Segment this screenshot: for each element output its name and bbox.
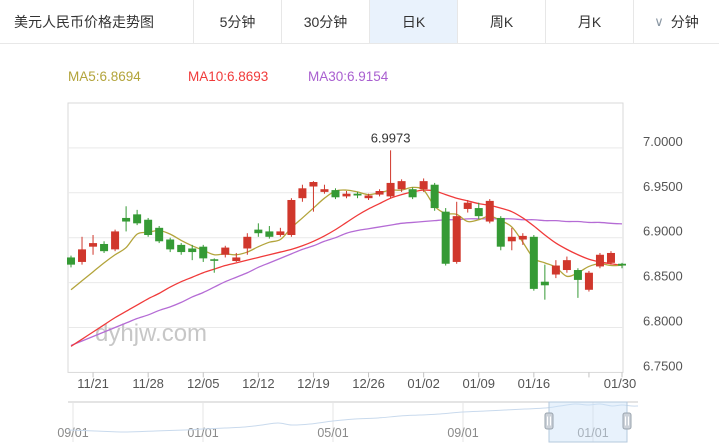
candle (529, 236, 538, 289)
x-axis-label: 12/12 (242, 376, 275, 391)
candle (67, 257, 75, 265)
candle (441, 211, 450, 264)
candle (518, 235, 527, 240)
candle (166, 239, 175, 250)
x-axis-label: 01/09 (462, 376, 495, 391)
candle (463, 202, 472, 209)
candle (551, 265, 560, 275)
navigator-label: 09/01 (447, 426, 478, 440)
x-axis-label: 11/21 (77, 376, 109, 391)
x-axis-label: 12/05 (187, 376, 220, 391)
candle (331, 190, 340, 198)
navigator-sparkline (67, 403, 639, 433)
candle (298, 188, 307, 199)
candle (133, 214, 142, 224)
candle (144, 219, 153, 236)
candle (100, 243, 109, 252)
tab-monthly-k[interactable]: 月K (545, 0, 633, 43)
ma5-label: MA5:6.8694 (68, 69, 141, 84)
navigator-selection[interactable] (548, 401, 628, 443)
candle (386, 182, 395, 197)
chevron-down-icon: ∨ (654, 14, 664, 29)
x-axis-label: 01/02 (407, 376, 440, 391)
candle (276, 231, 285, 236)
page-title: 美元人民币价格走势图 (14, 13, 154, 30)
candle (606, 252, 615, 263)
candle (254, 229, 263, 234)
x-axis-label: 11/28 (132, 376, 164, 391)
candle (408, 189, 417, 198)
x-axis-label: 01/30 (604, 376, 637, 391)
candle (474, 208, 483, 217)
ma30-label: MA30:6.9154 (308, 69, 389, 84)
navigator-label: 01/01 (577, 426, 608, 440)
candle (188, 248, 197, 253)
x-axis-label: 12/19 (297, 376, 330, 391)
candle (540, 281, 549, 286)
candle (430, 184, 439, 209)
candle (287, 199, 296, 236)
ma-legend: MA5:6.8694 MA10:6.8693 MA30:6.9154 (0, 69, 719, 85)
tab-30min[interactable]: 30分钟 (281, 0, 369, 43)
minute-dropdown[interactable]: ∨ 分钟 (633, 0, 719, 43)
candle (573, 270, 582, 280)
y-axis-label: 6.8500 (643, 269, 683, 284)
candle (320, 189, 329, 192)
x-axis-label: 01/16 (518, 376, 551, 391)
candle (595, 254, 604, 267)
minute-dropdown-label: 分钟 (670, 13, 699, 30)
ma10-label: MA10:6.8693 (188, 69, 269, 84)
ma5-line (70, 186, 623, 291)
candle (232, 257, 241, 262)
candle (199, 246, 208, 259)
candle (243, 236, 252, 249)
candle (507, 236, 516, 242)
candle (122, 217, 131, 222)
candle (353, 193, 362, 196)
navigator-handle-left[interactable] (544, 412, 554, 430)
y-axis-label: 7.0000 (643, 134, 683, 149)
y-axis-label: 6.9500 (643, 179, 683, 194)
tab-daily-k[interactable]: 日K (369, 0, 457, 43)
candle (485, 200, 494, 222)
high-annotation: 6.9973 (371, 130, 411, 145)
ma10-line (70, 189, 623, 347)
toolbar: 美元人民币价格走势图 5分钟 30分钟 日K 周K 月K ∨ 分钟 (0, 0, 719, 44)
candle (397, 181, 406, 190)
candle (364, 195, 373, 199)
candle (584, 272, 593, 290)
candle (452, 216, 461, 262)
y-axis-label: 6.9000 (643, 224, 683, 239)
candle (89, 243, 98, 247)
watermark: dyhjw.com (95, 320, 207, 347)
candle (562, 260, 571, 271)
navigator-label: 05/01 (317, 426, 348, 440)
x-axis-label: 12/26 (352, 376, 385, 391)
navigator-label: 09/01 (57, 426, 88, 440)
candle (177, 244, 186, 253)
candle (342, 193, 351, 197)
candle (210, 259, 219, 261)
y-axis-label: 6.7500 (643, 358, 683, 373)
tab-weekly-k[interactable]: 周K (457, 0, 545, 43)
candle (618, 263, 626, 266)
tab-5min[interactable]: 5分钟 (193, 0, 281, 43)
navigator-handle-right[interactable] (622, 412, 632, 430)
candle (265, 231, 274, 237)
candle (155, 227, 164, 242)
candle (419, 181, 428, 190)
candle (375, 191, 384, 195)
candle (221, 247, 230, 255)
candle (309, 182, 318, 187)
candle (78, 249, 87, 262)
ma30-line (70, 218, 623, 347)
y-axis-label: 6.8000 (643, 314, 683, 329)
candle (496, 217, 505, 247)
candle (111, 231, 120, 250)
